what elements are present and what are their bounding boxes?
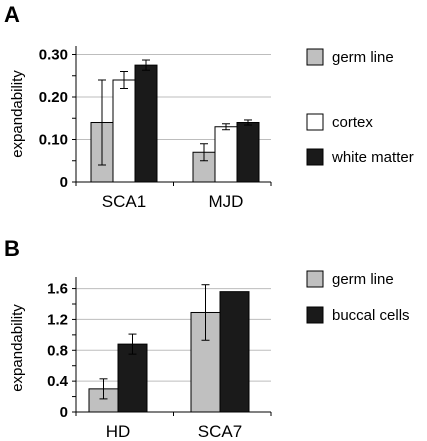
y-tick-label: 0 [60,404,68,421]
panel-a-chart: 0 0.10 0.20 0.30 SCA1 MJD expandability germ… [9,46,414,211]
panel-b-legend: germ line buccal cells [306,270,410,324]
bar-sca1-white-matter [134,64,158,183]
panel-b-tick-labels: 0 0.4 0.8 1.2 1.6 [47,281,69,421]
panel-b-category-labels: HD SCA7 [106,422,242,441]
panel-b-y-axis-label: expandability [9,304,26,392]
legend-label: germ line [332,271,394,288]
bar-sca7-buccal-cells [219,291,250,413]
y-tick-label: 0.30 [39,47,68,64]
bar-mjd-cortex [214,126,238,183]
panel-a-axes [72,46,272,186]
y-tick-label: 0 [60,174,68,191]
legend-label: germ line [332,49,394,66]
panel-b-letter: B [4,236,20,261]
panel-a-category-labels: SCA1 MJD [102,192,244,211]
y-tick-label: 0.10 [39,132,68,149]
category-label: SCA7 [198,422,242,441]
legend-label: buccal cells [332,307,410,324]
y-tick-label: 1.2 [47,311,68,328]
panel-b-axes [72,277,272,416]
legend-label: white matter [331,149,414,166]
panel-b-chart: 0 0.4 0.8 1.2 1.6 HD SCA7 expandability germ … [9,270,410,441]
legend-label: cortex [332,114,373,131]
legend-swatch [306,113,324,131]
panel-a-letter: A [4,2,20,27]
bar-mjd-white-matter [236,122,260,183]
panel-b-bars [88,284,250,413]
bar-hd-buccal-cells [117,343,148,413]
legend-swatch [306,148,324,166]
category-label: MJD [209,192,244,211]
y-tick-label: 1.6 [47,281,68,298]
y-tick-label: 0.4 [47,373,69,390]
legend-swatch [306,270,324,288]
panel-a-tick-labels: 0 0.10 0.20 0.30 [39,47,68,192]
category-label: SCA1 [102,192,146,211]
bar-sca1-cortex [112,79,136,183]
panel-a-y-axis-label: expandability [9,70,26,158]
category-label: HD [106,422,131,441]
y-tick-label: 0.8 [47,342,68,359]
legend-swatch [306,306,324,324]
y-tick-label: 0.20 [39,89,68,106]
legend-swatch [306,48,324,66]
panel-a-bars [90,59,260,183]
panel-a-legend: germ line cortex white matter [306,48,414,166]
